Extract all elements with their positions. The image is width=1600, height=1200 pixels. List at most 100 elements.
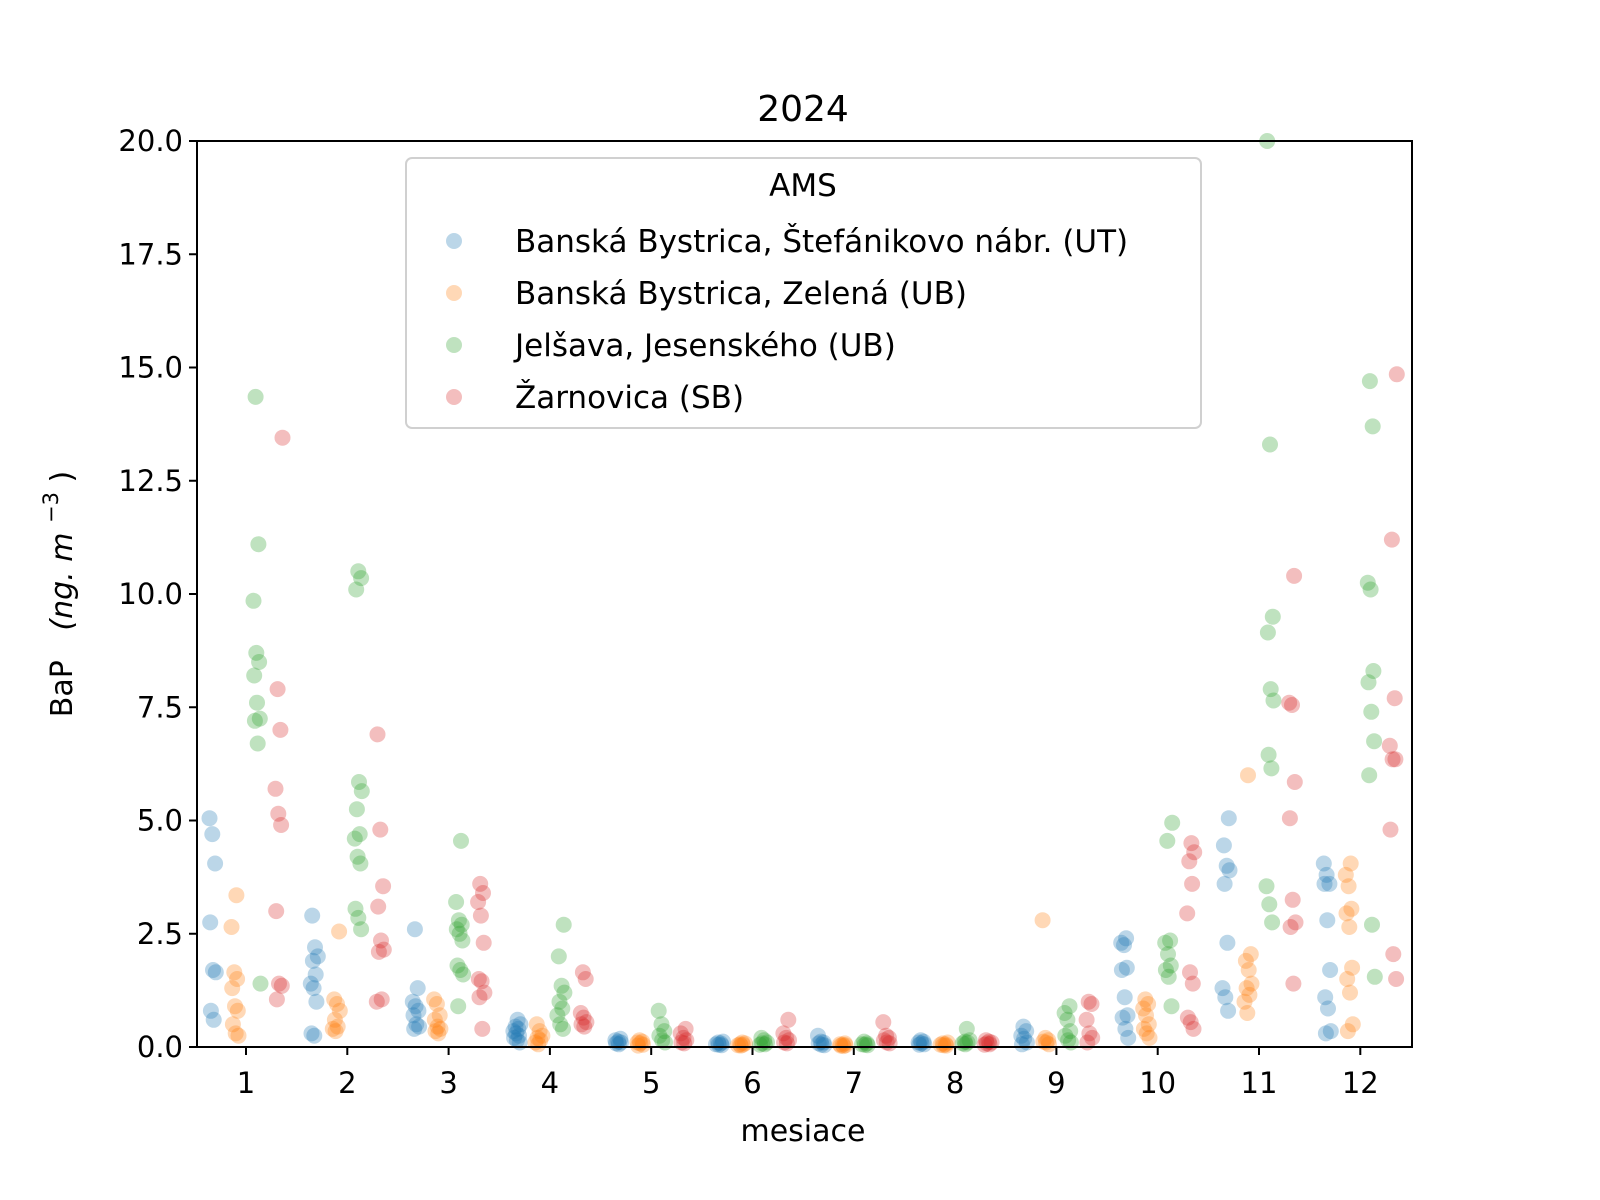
data-point — [1386, 690, 1403, 707]
data-point — [1182, 1014, 1199, 1031]
data-point — [756, 1032, 773, 1049]
data-point — [530, 1036, 547, 1053]
data-point — [1339, 1023, 1356, 1040]
data-point — [1338, 905, 1355, 922]
data-point — [1341, 919, 1358, 935]
data-point — [375, 878, 392, 895]
data-point — [653, 1016, 670, 1033]
data-point — [1261, 896, 1278, 913]
data-point — [1018, 1023, 1035, 1040]
data-point — [554, 1000, 571, 1017]
data-point — [956, 1033, 973, 1050]
data-point — [1116, 989, 1133, 1006]
data-point — [304, 907, 321, 924]
data-point — [631, 1032, 648, 1049]
data-point — [1220, 810, 1237, 827]
data-point — [1140, 1016, 1157, 1033]
data-point — [1388, 366, 1405, 383]
data-point — [1342, 855, 1359, 872]
data-point — [1343, 900, 1360, 917]
data-point — [246, 712, 263, 729]
data-point — [1262, 681, 1279, 698]
y-tick-label: 0.0 — [137, 1030, 183, 1064]
data-point — [251, 654, 268, 670]
data-point — [1385, 946, 1402, 963]
data-point — [205, 1011, 222, 1028]
data-point — [1340, 878, 1357, 895]
data-point — [916, 1036, 933, 1053]
legend-marker — [446, 285, 462, 301]
data-point — [672, 1025, 689, 1042]
data-point — [229, 971, 246, 987]
data-point — [329, 1018, 346, 1035]
data-point — [370, 898, 387, 915]
data-point — [1078, 1011, 1095, 1028]
data-point — [1179, 1009, 1196, 1026]
legend-label: Žarnovica (SB) — [515, 380, 744, 416]
data-points — [201, 133, 1405, 1055]
data-point — [1060, 1032, 1077, 1049]
data-point — [1284, 891, 1301, 908]
data-point — [1214, 980, 1231, 997]
data-point — [450, 912, 467, 929]
data-point — [251, 710, 268, 727]
data-point — [1365, 663, 1382, 679]
legend-label: Jelšava, Jesenského (UB) — [513, 328, 896, 364]
data-point — [1322, 1023, 1339, 1040]
data-point — [353, 570, 370, 587]
x-tick-label: 3 — [439, 1066, 457, 1100]
y-tick-label: 15.0 — [118, 351, 183, 385]
data-point — [405, 1007, 422, 1024]
data-point — [912, 1032, 929, 1049]
data-point — [1360, 674, 1377, 691]
legend-items: Banská Bystrica, Štefánikovo nábr. (UT) B… — [446, 223, 1128, 416]
data-point — [1281, 694, 1298, 711]
data-point — [427, 1023, 444, 1040]
data-point — [1388, 971, 1405, 987]
data-point — [506, 1029, 523, 1046]
data-point — [812, 1033, 829, 1050]
data-point — [472, 907, 489, 924]
legend-marker — [446, 233, 462, 249]
data-point — [575, 1009, 592, 1026]
x-tick-label: 2 — [338, 1066, 356, 1100]
data-point — [304, 952, 321, 969]
data-point — [1241, 986, 1258, 1003]
data-point — [876, 1032, 892, 1049]
data-point — [349, 848, 366, 865]
x-tick-label: 12 — [1342, 1066, 1379, 1100]
data-point — [250, 536, 267, 553]
data-point — [635, 1036, 651, 1053]
data-point — [1286, 567, 1303, 584]
data-point — [1118, 930, 1135, 947]
data-point — [1366, 733, 1383, 750]
data-point — [432, 1020, 449, 1037]
data-point — [834, 1036, 851, 1053]
y-axis-label-close: ) — [45, 471, 80, 483]
data-point — [1219, 934, 1236, 951]
data-point — [708, 1036, 724, 1053]
chart-title: 2024 — [757, 89, 849, 130]
data-point — [270, 805, 287, 822]
data-point — [1162, 932, 1179, 949]
data-point — [859, 1037, 876, 1054]
data-point — [245, 592, 262, 609]
data-point — [1162, 957, 1179, 974]
data-point — [368, 993, 385, 1010]
data-point — [1114, 1009, 1131, 1026]
data-point — [326, 1011, 343, 1028]
data-point — [710, 1036, 727, 1053]
data-point — [932, 1036, 949, 1053]
data-point — [404, 993, 421, 1010]
data-point — [271, 975, 287, 992]
data-point — [1037, 1029, 1054, 1046]
data-point — [1057, 1027, 1074, 1044]
data-point — [1364, 418, 1381, 435]
data-point — [1259, 624, 1276, 641]
data-point — [428, 996, 445, 1012]
x-tick-label: 1 — [237, 1066, 255, 1100]
data-point — [1242, 946, 1259, 963]
data-point — [651, 1027, 668, 1044]
data-point — [331, 1002, 348, 1019]
